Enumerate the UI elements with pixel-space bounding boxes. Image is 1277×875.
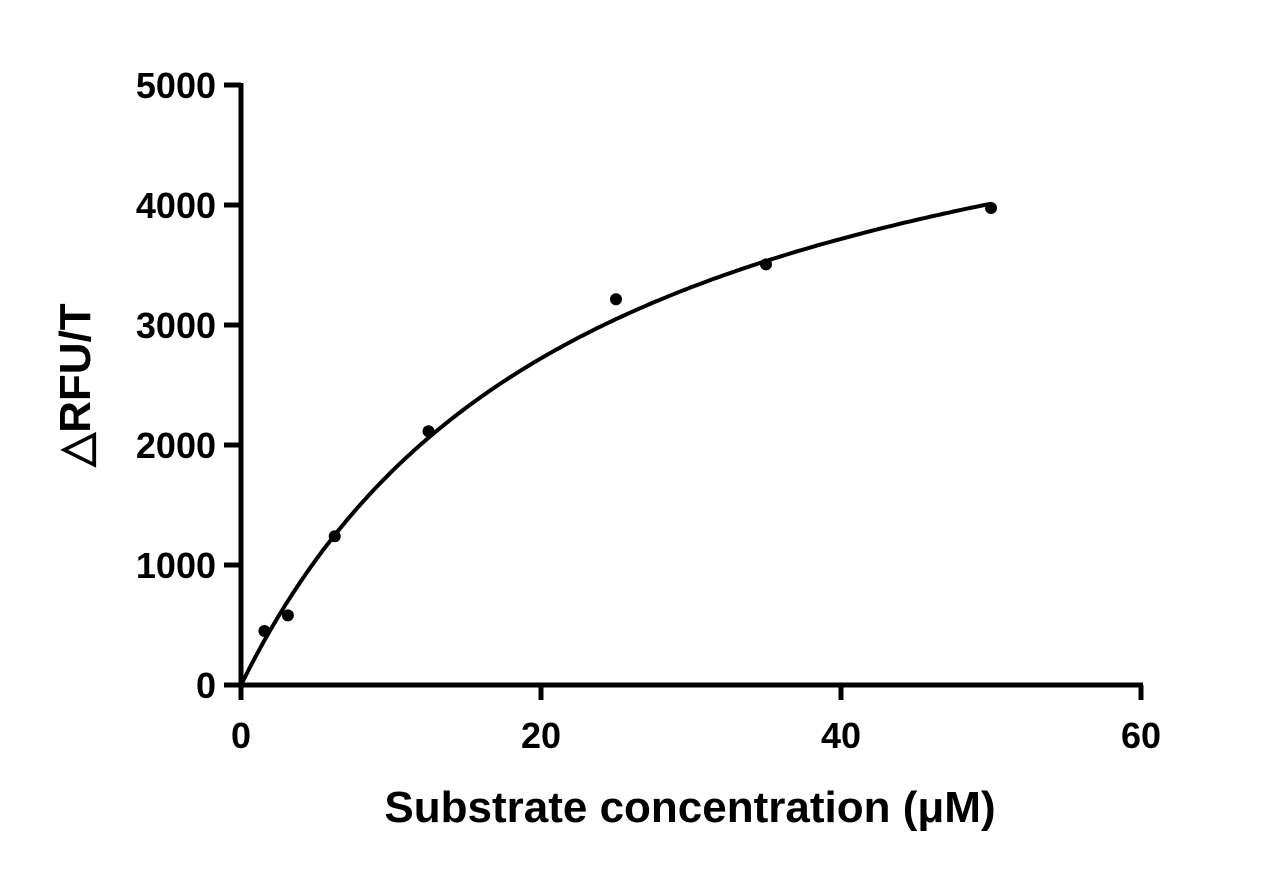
ticks: 0 20 40 60 0 1000 2000 3000 4000 5000 — [136, 65, 1161, 756]
y-axis-label: △RFU/T — [51, 303, 100, 467]
data-point — [328, 530, 341, 543]
y-tick-label: 3000 — [136, 305, 216, 346]
data-point — [281, 609, 294, 622]
y-tick-label: 4000 — [136, 185, 216, 226]
x-tick-label: 60 — [1121, 715, 1161, 756]
axes — [238, 83, 1143, 688]
x-tick-label: 0 — [231, 715, 251, 756]
data-point — [760, 258, 772, 271]
y-tick-label: 2000 — [136, 425, 216, 466]
x-tick-label: 40 — [821, 715, 861, 756]
y-tick-label: 1000 — [136, 545, 216, 586]
x-tick-label: 20 — [521, 715, 561, 756]
x-axis-label: Substrate concentration (μM) — [384, 783, 995, 832]
y-tick-label: 5000 — [136, 65, 216, 106]
data-point — [422, 425, 435, 438]
data-point — [985, 202, 997, 214]
data-point — [258, 625, 271, 637]
data-point — [610, 293, 622, 306]
data-points — [258, 202, 997, 637]
fit-curve — [239, 201, 992, 686]
y-tick-label: 0 — [196, 665, 216, 706]
